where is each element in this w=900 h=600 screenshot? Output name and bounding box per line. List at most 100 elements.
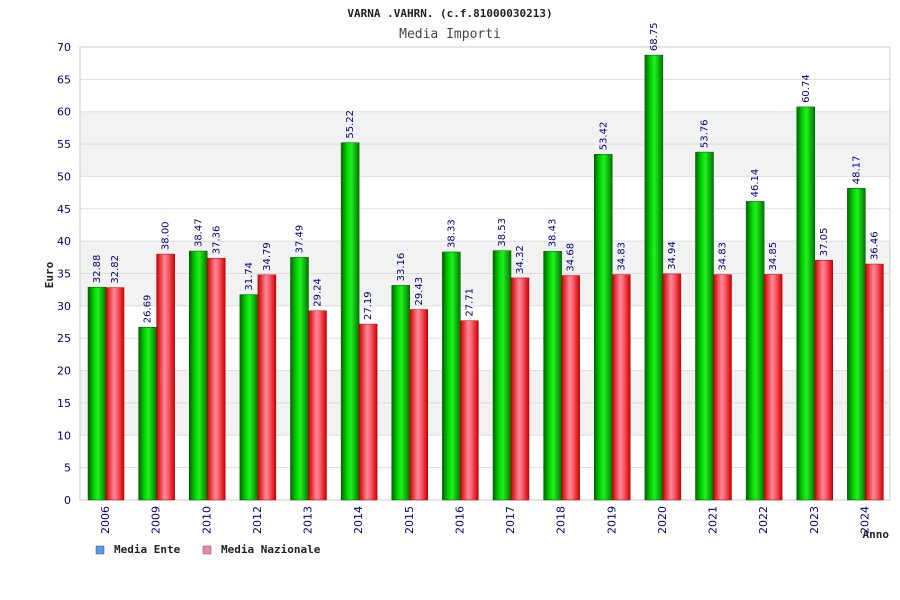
value-label-media-ente-2014: 55.22 xyxy=(345,110,356,139)
value-label-media-ente-2009: 26.69 xyxy=(143,295,154,324)
bar-media-ente-2014 xyxy=(340,142,360,501)
x-tick-label-2024: 2024 xyxy=(858,506,871,534)
x-tick-label-2010: 2010 xyxy=(200,506,213,534)
bar-media-ente-2021 xyxy=(695,151,714,501)
legend-label-media-ente: Media Ente xyxy=(114,543,181,556)
x-tick-label-2009: 2009 xyxy=(150,506,163,534)
x-tick-label-2006: 2006 xyxy=(99,506,112,534)
value-label-media-ente-2020: 68.75 xyxy=(649,22,660,51)
value-label-media-ente-2022: 46.14 xyxy=(750,169,761,198)
bar-media-nazionale-2020 xyxy=(662,273,682,501)
grid-band xyxy=(80,111,890,145)
bar-media-ente-2017 xyxy=(492,250,512,501)
value-label-media-ente-2016: 38.33 xyxy=(446,219,457,248)
bar-media-nazionale-2006 xyxy=(105,287,125,501)
value-label-media-ente-2012: 31.74 xyxy=(244,262,255,291)
bar-media-nazionale-2018 xyxy=(561,275,580,501)
y-tick-label: 15 xyxy=(57,397,71,410)
value-label-media-ente-2024: 48.17 xyxy=(851,156,862,185)
bar-media-nazionale-2010 xyxy=(207,257,226,501)
x-tick-label-2021: 2021 xyxy=(707,506,720,534)
value-label-media-ente-2013: 37.49 xyxy=(295,225,306,254)
x-tick-label-2022: 2022 xyxy=(757,506,770,534)
bar-media-ente-2009 xyxy=(138,327,157,501)
bar-media-ente-2023 xyxy=(796,106,815,501)
legend-label-media-nazionale: Media Nazionale xyxy=(221,543,321,556)
y-tick-label: 20 xyxy=(57,365,71,378)
value-label-media-nazionale-2016: 27.71 xyxy=(464,288,475,317)
bar-media-nazionale-2023 xyxy=(814,259,833,501)
bar-media-ente-2022 xyxy=(745,201,765,501)
y-tick-label: 50 xyxy=(57,170,71,183)
value-label-media-ente-2017: 38.53 xyxy=(497,218,508,247)
bar-media-nazionale-2012 xyxy=(257,274,277,501)
value-label-media-ente-2018: 38.43 xyxy=(548,219,559,248)
bar-media-ente-2024 xyxy=(847,188,866,501)
y-tick-label: 10 xyxy=(57,429,71,442)
value-label-media-nazionale-2024: 36.46 xyxy=(869,231,880,260)
bar-media-ente-2006 xyxy=(87,286,107,501)
legend-swatch-media-ente xyxy=(95,545,105,555)
bar-media-nazionale-2022 xyxy=(763,274,783,501)
x-axis-label: Anno xyxy=(863,528,890,541)
bar-media-nazionale-2015 xyxy=(409,309,428,501)
value-label-media-ente-2015: 33.16 xyxy=(396,253,407,282)
value-labels: 32.88 32.82 26.69 38.00 38.47 37.36 31.74 34.79… xyxy=(92,22,880,323)
y-tick-label: 60 xyxy=(57,106,71,119)
x-tick-label-2023: 2023 xyxy=(808,506,821,534)
legend-swatch-media-nazionale xyxy=(202,545,212,555)
value-label-media-nazionale-2015: 29.43 xyxy=(414,277,425,306)
chart-subtitle: Media Importi xyxy=(399,27,501,42)
y-tick-label: 5 xyxy=(64,462,71,475)
value-label-media-nazionale-2020: 34.94 xyxy=(667,241,678,270)
x-tick-label-2017: 2017 xyxy=(504,506,517,534)
x-tick-label-2013: 2013 xyxy=(302,506,315,534)
value-label-media-nazionale-2023: 37.05 xyxy=(819,228,830,257)
value-label-media-ente-2023: 60.74 xyxy=(801,74,812,103)
y-tick-label: 70 xyxy=(57,41,71,54)
y-tick-label: 25 xyxy=(57,332,71,345)
bar-media-ente-2012 xyxy=(239,294,259,501)
bar-media-ente-2015 xyxy=(391,285,410,501)
bar-media-nazionale-2017 xyxy=(510,277,530,501)
bars xyxy=(87,54,884,501)
y-tick-label: 35 xyxy=(57,268,71,281)
bar-media-ente-2013 xyxy=(290,257,309,501)
bar-media-nazionale-2019 xyxy=(612,274,631,501)
bar-media-nazionale-2016 xyxy=(460,320,479,501)
bar-media-nazionale-2013 xyxy=(308,310,327,501)
grid-band xyxy=(80,144,890,177)
value-label-media-nazionale-2017: 34.32 xyxy=(515,245,526,274)
bar-media-ente-2016 xyxy=(442,251,461,501)
x-tick-label-2015: 2015 xyxy=(403,506,416,534)
value-label-media-nazionale-2006: 32.82 xyxy=(110,255,121,284)
chart-title: VARNA .VAHRN. (c.f.81000030213) xyxy=(347,7,552,20)
y-tick-label: 45 xyxy=(57,203,71,216)
value-label-media-nazionale-2022: 34.85 xyxy=(768,242,779,271)
value-label-media-nazionale-2021: 34.83 xyxy=(718,242,729,271)
value-label-media-ente-2019: 53.42 xyxy=(598,122,609,151)
x-axis-ticks: 2006 2009 2010 2012 2013 2014 2015 2016 2017 2018… xyxy=(99,506,871,534)
value-label-media-nazionale-2013: 29.24 xyxy=(313,278,324,307)
bar-media-ente-2019 xyxy=(594,154,613,501)
bar-media-nazionale-2021 xyxy=(713,274,732,501)
value-label-media-nazionale-2018: 34.68 xyxy=(566,243,577,272)
y-tick-label: 55 xyxy=(57,138,71,151)
bar-media-ente-2020 xyxy=(644,54,664,501)
y-axis-ticks: 0 5 10 15 20 25 30 35 40 45 50 55 60 65 70 xyxy=(57,41,71,507)
y-axis-label: Euro xyxy=(43,261,56,288)
y-tick-label: 30 xyxy=(57,300,71,313)
x-tick-label-2019: 2019 xyxy=(605,506,618,534)
plot-area-border xyxy=(79,46,891,501)
value-label-media-nazionale-2010: 37.36 xyxy=(211,226,222,255)
value-label-media-ente-2021: 53.76 xyxy=(700,119,711,148)
value-label-media-nazionale-2019: 34.83 xyxy=(616,242,627,271)
bar-media-ente-2018 xyxy=(543,251,562,501)
y-tick-label: 65 xyxy=(57,73,71,86)
bar-media-nazionale-2024 xyxy=(865,263,884,501)
bar-media-ente-2010 xyxy=(189,250,208,501)
x-tick-label-2012: 2012 xyxy=(251,506,264,534)
x-tick-label-2016: 2016 xyxy=(453,506,466,534)
bar-media-nazionale-2009 xyxy=(156,253,175,501)
y-tick-label: 40 xyxy=(57,235,71,248)
